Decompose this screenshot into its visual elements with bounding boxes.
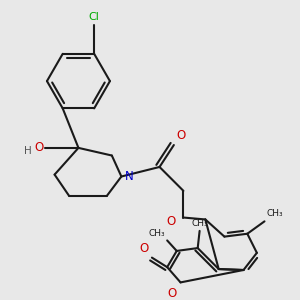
Text: H: H bbox=[24, 146, 32, 156]
Text: O: O bbox=[167, 287, 177, 300]
Text: O: O bbox=[140, 242, 149, 255]
Text: O: O bbox=[177, 129, 186, 142]
Text: Cl: Cl bbox=[89, 12, 100, 22]
Text: CH₃: CH₃ bbox=[266, 209, 283, 218]
Text: O: O bbox=[34, 141, 43, 154]
Text: O: O bbox=[167, 215, 176, 228]
Text: CH₃: CH₃ bbox=[148, 229, 165, 238]
Text: N: N bbox=[125, 170, 134, 183]
Text: CH₃: CH₃ bbox=[191, 219, 208, 228]
